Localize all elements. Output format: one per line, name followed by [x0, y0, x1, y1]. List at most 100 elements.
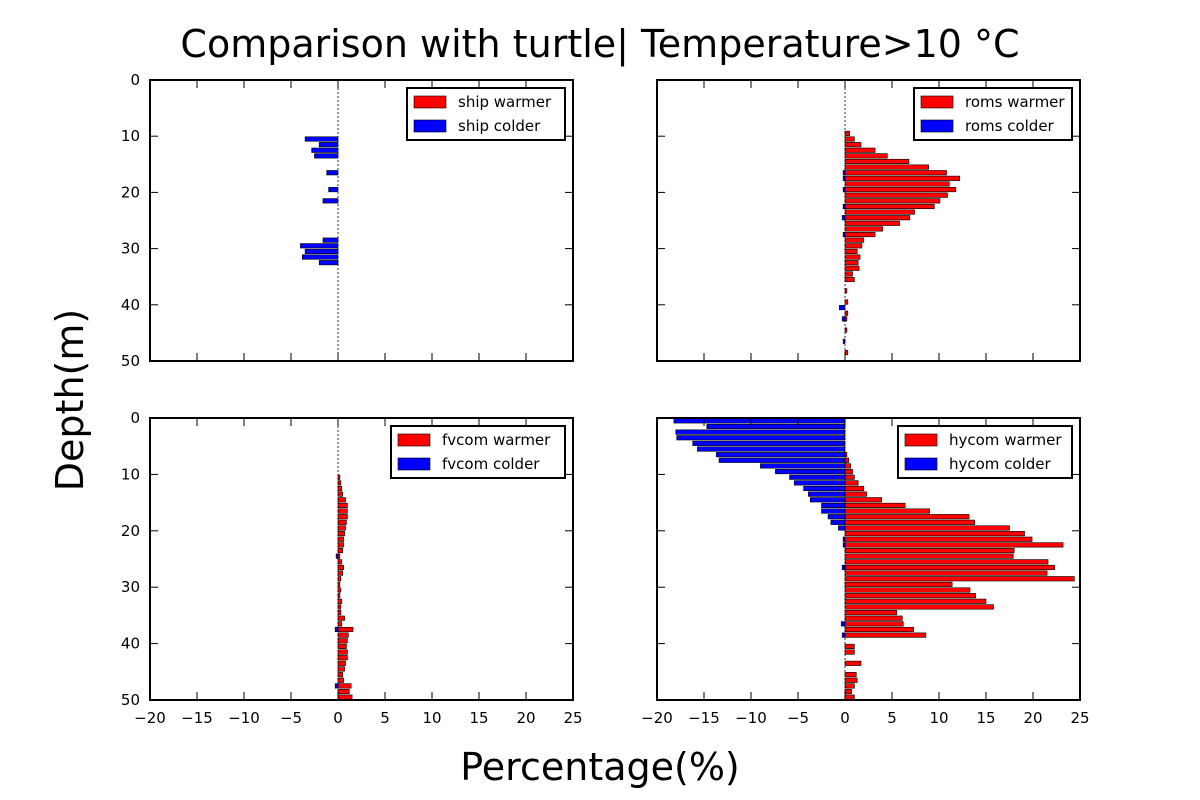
x-tick-label: 15	[469, 709, 488, 727]
colder-bar	[706, 423, 846, 430]
colder-bar	[839, 305, 846, 311]
legend-swatch	[920, 95, 954, 109]
x-tick-label: −15	[688, 709, 720, 727]
colder-bar	[335, 553, 339, 559]
warmer-bar	[337, 485, 343, 492]
legend-swatch	[920, 119, 954, 133]
x-tick-label: 20	[516, 709, 535, 727]
warmer-bar	[844, 265, 860, 271]
legend-swatch	[904, 457, 938, 471]
warmer-bar	[844, 147, 876, 153]
warmer-bar	[844, 136, 855, 142]
warmer-bar	[844, 226, 883, 232]
warmer-bar	[844, 508, 930, 514]
colder-bar	[841, 215, 846, 221]
warmer-bar	[337, 632, 349, 638]
colder-bar	[838, 525, 846, 531]
warmer-bar	[337, 525, 346, 531]
axes-frame	[656, 79, 1081, 362]
colder-bar	[328, 187, 339, 193]
warmer-bar	[844, 576, 1075, 582]
warmer-bar	[844, 581, 953, 587]
axes-frame	[149, 79, 574, 362]
warmer-bar	[844, 491, 867, 497]
x-tick-label: 0	[333, 709, 343, 727]
y-tick-label: 0	[130, 409, 140, 427]
warmer-bar	[337, 694, 353, 700]
warmer-bar	[844, 615, 903, 621]
warmer-bar	[337, 672, 343, 678]
colder-bar	[841, 632, 846, 638]
x-tick-label: 5	[887, 709, 897, 727]
warmer-bar	[337, 559, 343, 565]
warmer-bar	[844, 519, 976, 525]
legend: roms warmer roms colder	[913, 87, 1073, 141]
warmer-bar	[337, 598, 343, 604]
colder-bar	[300, 243, 339, 249]
subplot-3: −20 −15 −10 −5 0 5 10 15 20 25 0 10 20 30 40 50 fvcom wa…	[121, 409, 583, 727]
legend-swatch	[397, 433, 431, 447]
warmer-bar	[844, 559, 1049, 565]
warmer-bar	[337, 610, 342, 616]
colder-bar	[311, 147, 339, 153]
legend-label: hycom warmer	[949, 431, 1062, 449]
warmer-bar	[844, 276, 855, 283]
warmer-bar	[844, 232, 876, 238]
x-tick-label: 0	[840, 709, 850, 727]
x-tick-label: 15	[976, 709, 995, 727]
warmer-bar	[844, 485, 865, 492]
x-tick-label: 25	[1070, 709, 1089, 727]
warmer-bar	[337, 474, 341, 480]
legend-label: ship warmer	[458, 93, 552, 111]
warmer-bar	[844, 672, 857, 678]
warmer-bar	[337, 536, 344, 542]
warmer-bar	[337, 587, 342, 593]
colder-bar	[842, 542, 846, 548]
warmer-bar	[337, 604, 342, 610]
subplot-4: −20 −15 −10 −5 0 5 10 15 20 25 hycom warmer hycom c…	[641, 417, 1090, 727]
colder-bar	[821, 508, 846, 514]
warmer-bar	[337, 514, 348, 520]
warmer-bar	[844, 536, 1033, 542]
warmer-bar	[844, 463, 851, 469]
warmer-bar	[844, 502, 906, 508]
warmer-bar	[337, 576, 342, 582]
colder-bar	[842, 175, 846, 181]
colder-bar	[673, 418, 846, 424]
warmer-bar	[844, 660, 862, 666]
colder-bar	[697, 446, 846, 452]
colder-bar	[334, 683, 339, 689]
legend-swatch	[904, 433, 938, 447]
x-axis-label: Percentage(%)	[460, 745, 740, 789]
warmer-bar	[844, 457, 850, 463]
warmer-bar	[337, 502, 348, 508]
warmer-bar	[337, 683, 352, 689]
warmer-bar	[844, 474, 855, 480]
warmer-bar	[337, 542, 344, 548]
colder-bar	[841, 316, 846, 322]
bars	[673, 418, 1075, 700]
colder-bar	[322, 237, 339, 243]
colder-bar	[821, 502, 846, 508]
y-tick-label: 20	[121, 522, 140, 540]
y-tick-label: 40	[121, 296, 140, 314]
colder-bar	[775, 469, 846, 475]
colder-bar	[793, 480, 846, 486]
y-tick-label: 30	[121, 578, 140, 596]
legend-label: roms colder	[965, 117, 1055, 135]
warmer-bar	[337, 497, 346, 503]
colder-bar	[841, 564, 846, 571]
x-tick-label: −10	[735, 709, 767, 727]
warmer-bar	[844, 598, 987, 604]
x-tick-label: 10	[929, 709, 948, 727]
x-tick-label: 25	[563, 709, 582, 727]
x-tick-label: −20	[641, 709, 673, 727]
colder-bar	[842, 203, 846, 209]
colder-bar	[326, 170, 339, 176]
legend-label: hycom colder	[949, 455, 1052, 473]
warmer-bar	[844, 192, 948, 198]
warmer-bar	[844, 604, 994, 610]
axes-frame	[656, 417, 1081, 701]
warmer-bar	[337, 615, 345, 621]
warmer-bar	[337, 677, 344, 683]
